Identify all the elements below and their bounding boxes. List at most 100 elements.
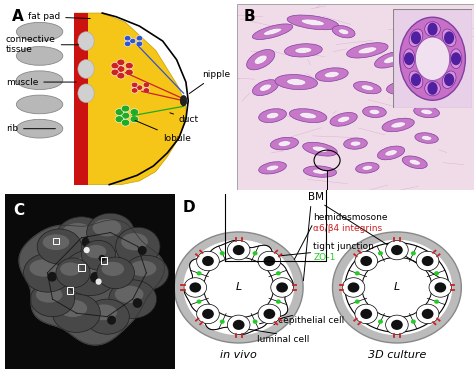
Text: hemidesmosone: hemidesmosone (313, 213, 388, 222)
Ellipse shape (425, 81, 440, 96)
Circle shape (276, 282, 288, 292)
Circle shape (136, 85, 143, 90)
Ellipse shape (409, 29, 423, 47)
Ellipse shape (63, 250, 118, 296)
Circle shape (347, 282, 359, 292)
Circle shape (258, 251, 281, 271)
Circle shape (143, 88, 150, 93)
Ellipse shape (109, 280, 156, 319)
Circle shape (264, 256, 275, 266)
Circle shape (82, 237, 92, 247)
Ellipse shape (421, 109, 432, 115)
Circle shape (121, 112, 130, 119)
Circle shape (355, 271, 360, 275)
Ellipse shape (37, 229, 82, 264)
Circle shape (174, 232, 303, 343)
Circle shape (130, 116, 138, 123)
Ellipse shape (446, 19, 455, 26)
Circle shape (131, 88, 138, 93)
Text: duct: duct (170, 113, 199, 124)
Circle shape (233, 320, 245, 330)
Circle shape (416, 304, 439, 324)
Ellipse shape (180, 95, 187, 106)
Ellipse shape (16, 71, 63, 90)
Ellipse shape (363, 106, 386, 117)
Circle shape (130, 109, 138, 116)
Circle shape (129, 38, 136, 44)
Circle shape (434, 271, 439, 275)
Ellipse shape (300, 113, 317, 119)
Circle shape (96, 279, 101, 285)
Ellipse shape (253, 80, 278, 95)
Circle shape (253, 251, 257, 256)
Ellipse shape (16, 22, 63, 41)
Circle shape (332, 232, 461, 343)
Ellipse shape (330, 113, 357, 126)
Circle shape (355, 251, 377, 271)
Circle shape (451, 52, 461, 65)
Ellipse shape (369, 109, 380, 115)
Ellipse shape (410, 29, 420, 34)
Ellipse shape (78, 60, 94, 78)
Ellipse shape (252, 24, 293, 40)
Ellipse shape (377, 146, 405, 160)
Circle shape (202, 309, 214, 319)
Ellipse shape (115, 286, 144, 303)
Circle shape (355, 300, 360, 304)
Circle shape (117, 66, 125, 72)
Ellipse shape (255, 55, 267, 64)
Ellipse shape (395, 85, 410, 91)
Circle shape (386, 315, 408, 335)
Circle shape (183, 240, 294, 335)
Ellipse shape (312, 146, 328, 152)
Ellipse shape (53, 294, 100, 332)
Ellipse shape (301, 19, 324, 26)
Text: ZO-1: ZO-1 (313, 253, 336, 262)
Circle shape (276, 271, 281, 275)
Ellipse shape (358, 47, 377, 54)
Ellipse shape (303, 166, 337, 177)
Circle shape (391, 320, 403, 330)
FancyBboxPatch shape (393, 9, 472, 108)
Ellipse shape (450, 49, 462, 69)
Ellipse shape (260, 84, 271, 91)
Circle shape (121, 119, 130, 126)
Ellipse shape (402, 156, 427, 169)
Ellipse shape (91, 304, 117, 320)
Bar (66, 287, 73, 294)
Ellipse shape (403, 26, 427, 37)
Ellipse shape (97, 257, 135, 289)
Circle shape (197, 300, 201, 304)
Ellipse shape (259, 162, 286, 174)
Circle shape (115, 116, 124, 123)
Ellipse shape (409, 159, 420, 165)
Circle shape (378, 251, 383, 256)
Circle shape (411, 320, 416, 324)
Text: B: B (244, 9, 256, 24)
Ellipse shape (289, 109, 327, 123)
Circle shape (125, 69, 133, 76)
Circle shape (83, 247, 90, 253)
Circle shape (99, 255, 105, 262)
Ellipse shape (246, 50, 275, 70)
Circle shape (421, 44, 444, 73)
Circle shape (404, 52, 414, 65)
Circle shape (415, 37, 450, 81)
Ellipse shape (56, 258, 90, 288)
Ellipse shape (303, 142, 337, 156)
Circle shape (378, 320, 383, 324)
Ellipse shape (423, 12, 440, 25)
Ellipse shape (43, 234, 69, 250)
Ellipse shape (295, 47, 312, 53)
Circle shape (117, 59, 125, 66)
Ellipse shape (324, 72, 339, 78)
Circle shape (264, 309, 275, 319)
Circle shape (253, 320, 257, 324)
Ellipse shape (78, 32, 94, 50)
Ellipse shape (16, 119, 63, 138)
Circle shape (355, 304, 377, 324)
Circle shape (202, 256, 214, 266)
Circle shape (271, 278, 293, 297)
Ellipse shape (409, 71, 423, 88)
Circle shape (342, 240, 452, 335)
